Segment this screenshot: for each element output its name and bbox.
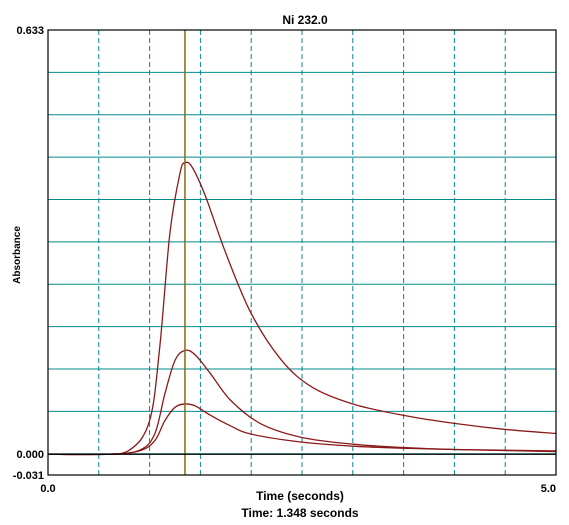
series-line-1 <box>47 161 557 456</box>
grid <box>48 30 556 475</box>
y-axis-label: Absorbance <box>12 226 23 284</box>
series-layer <box>47 161 557 456</box>
plot-frame <box>47 29 557 476</box>
y-tick-label: 0.633 <box>16 25 44 37</box>
series-line-3 <box>47 403 557 456</box>
chart-title: Ni 232.0 <box>282 13 328 27</box>
cursor-readout: Time: 1.348 seconds <box>241 506 358 520</box>
x-tick-label: 5.0 <box>541 483 556 495</box>
x-axis-label: Time (seconds) <box>256 489 344 503</box>
series-line-2 <box>47 349 557 456</box>
y-tick-label: -0.031 <box>13 470 44 482</box>
x-tick-label: 0.0 <box>40 483 55 495</box>
y-tick-label: 0.000 <box>16 449 44 461</box>
